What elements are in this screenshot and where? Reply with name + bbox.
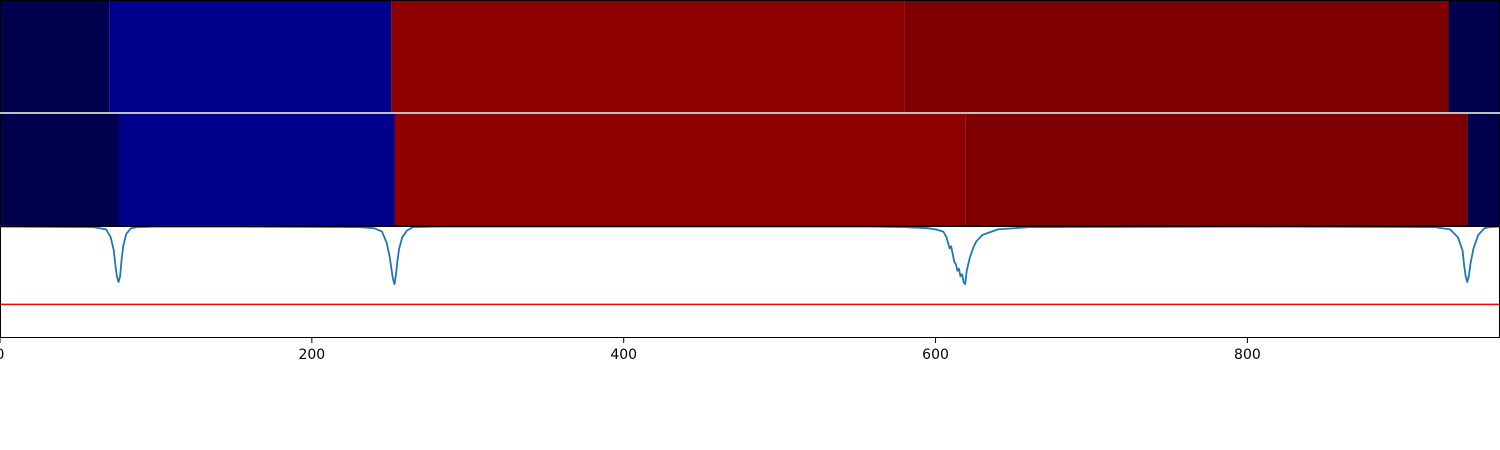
x-tick-label: 800 <box>1234 347 1261 363</box>
heatmap-segment-1-0 <box>0 113 119 226</box>
heatmap-segment-1-3 <box>965 113 1468 226</box>
x-tick-label: 600 <box>922 347 949 363</box>
heatmap-segment-1-1 <box>118 113 395 226</box>
heatmap-segment-0-0 <box>0 0 110 113</box>
heatmap-segment-0-2 <box>391 0 905 113</box>
heatmap-segment-0-1 <box>109 0 392 113</box>
series-line <box>0 225 1500 286</box>
x-tick-label: 400 <box>610 347 637 363</box>
heatmap-segment-0-4 <box>1448 0 1500 113</box>
panel-frame <box>0 226 1500 338</box>
heatmap-panel-top <box>0 0 1500 113</box>
heatmap-segment-1-2 <box>394 113 966 226</box>
line-panel <box>0 225 1500 338</box>
heatmap-panel-middle <box>0 112 1500 226</box>
heatmap-segment-1-4 <box>1467 113 1500 226</box>
x-axis: 0 200 400 600 800 <box>0 338 1261 363</box>
x-tick-label: 0 <box>0 347 4 363</box>
heatmap-segment-0-3 <box>904 0 1449 113</box>
x-tick-label: 200 <box>298 347 325 363</box>
